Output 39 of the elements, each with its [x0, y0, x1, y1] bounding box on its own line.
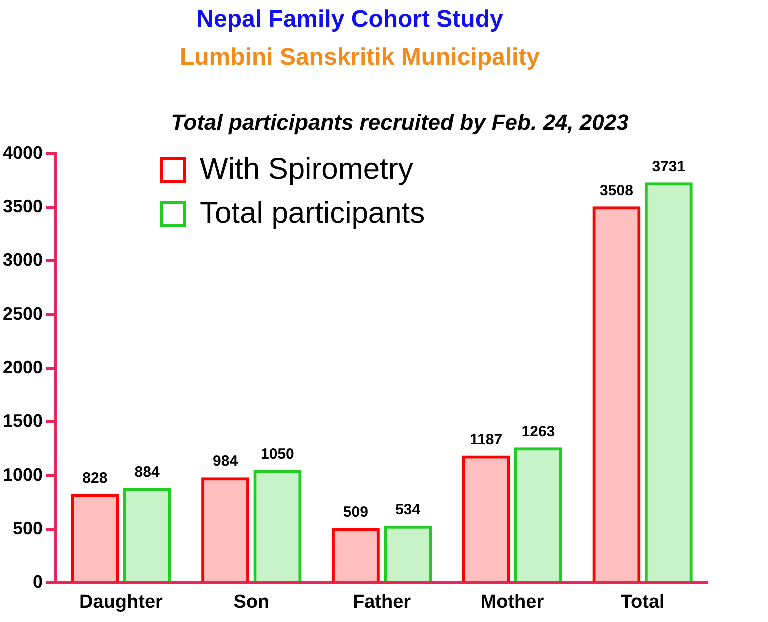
y-tick-label: 3000 — [2, 250, 44, 270]
y-tick-label: 2500 — [2, 304, 44, 324]
data-label: 1263 — [522, 423, 556, 440]
y-tick-label: 1500 — [2, 411, 44, 432]
bar — [71, 494, 120, 582]
data-label: 984 — [213, 453, 239, 470]
x-tick-label: Father — [352, 592, 412, 613]
y-tick-label: 1000 — [2, 464, 44, 485]
data-label: 534 — [396, 502, 422, 519]
y-tick-label: 500 — [12, 518, 44, 538]
x-tick-label: Daughter — [80, 592, 164, 613]
data-label: 3508 — [600, 182, 634, 200]
bar — [592, 206, 641, 582]
bar — [644, 182, 693, 582]
bar — [123, 488, 172, 582]
x-tick-label: Total — [620, 592, 665, 613]
chart-title: Nepal Family Cohort Study — [196, 6, 504, 34]
x-tick-label: Son — [234, 592, 270, 613]
chart-subtitle: Lumbini Sanskritik Municipality — [178, 44, 542, 72]
bar — [384, 526, 432, 582]
legend-label: Total participants — [200, 197, 426, 231]
data-label: 1050 — [261, 446, 294, 464]
bar — [332, 528, 380, 582]
bar — [254, 470, 302, 582]
data-label: 1187 — [470, 431, 503, 448]
data-label: 828 — [82, 470, 108, 487]
y-tick-label: 3500 — [2, 196, 44, 216]
y-tick-label: 2000 — [2, 357, 44, 378]
legend-label: With Spirometry — [200, 153, 414, 187]
y-tick-label: 4000 — [2, 142, 44, 163]
text: Total participants recruited by Feb. 24, 2023 — [170, 110, 630, 136]
y-tick-label: 0 — [33, 572, 44, 592]
data-label: 509 — [343, 504, 368, 522]
bar — [202, 478, 250, 582]
bar — [462, 456, 510, 582]
data-label: 3731 — [652, 158, 686, 176]
data-label: 884 — [134, 464, 160, 481]
bar — [514, 448, 562, 582]
x-tick-label: Mother — [480, 592, 545, 613]
